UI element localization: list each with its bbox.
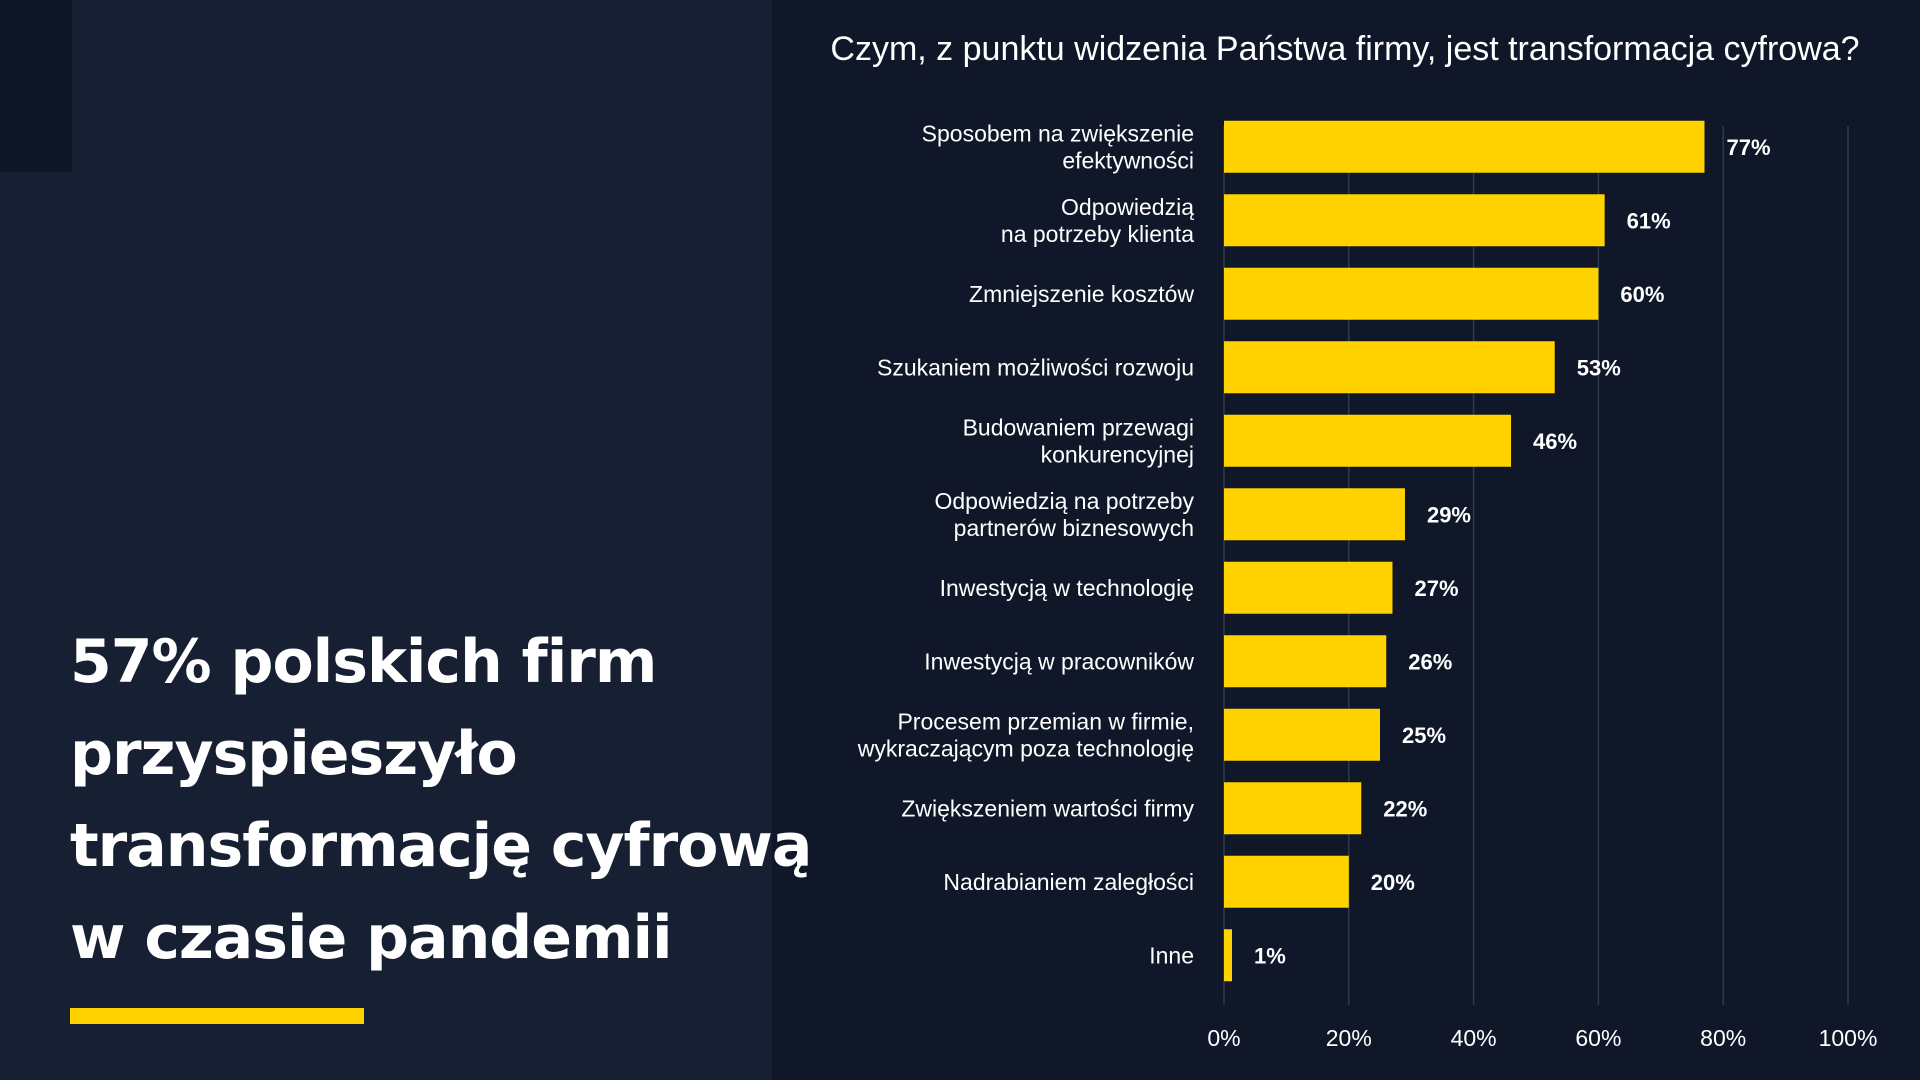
category-label-line: Budowaniem przewagi	[963, 414, 1194, 440]
bar	[1224, 194, 1605, 247]
value-label: 22%	[1383, 796, 1427, 821]
headline-line: w czasie pandemii	[70, 903, 673, 973]
category-label-line: Procesem przemian w firmie,	[897, 708, 1194, 734]
category-label-line: Inne	[1149, 942, 1194, 968]
bar	[1224, 855, 1349, 908]
category-label-line: Szukaniem możliwości rozwoju	[877, 354, 1194, 380]
value-label: 29%	[1427, 502, 1471, 527]
category-label: Odpowiedzią na potrzeby partnerów bizneso…	[934, 488, 1194, 541]
value-label: 25%	[1402, 723, 1446, 748]
x-tick-label: 60%	[1575, 1025, 1621, 1051]
category-label: Zwiększeniem wartości firmy	[901, 795, 1194, 821]
x-tick-label: 40%	[1451, 1025, 1497, 1051]
value-label: 1%	[1254, 943, 1286, 968]
chart-title: Czym, z punktu widzenia Państwa firmy, j…	[830, 30, 1860, 68]
category-label-line: Sposobem na zwiększenie	[922, 120, 1194, 146]
bar	[1224, 488, 1405, 541]
category-label-line: partnerów biznesowych	[954, 515, 1194, 541]
category-label: Odpowiedzią na potrzeby klienta	[1001, 194, 1194, 247]
value-label: 46%	[1533, 429, 1577, 454]
category-label-line: Zwiększeniem wartości firmy	[901, 795, 1194, 821]
category-label: Zmniejszenie kosztów	[969, 281, 1194, 307]
category-label-line: wykraczającym poza technologię	[857, 735, 1194, 761]
category-label-line: konkurencyjnej	[1041, 441, 1194, 467]
bar-chart: Sposobem na zwiększenie efektywności Odpow…	[857, 120, 1878, 1051]
value-label: 61%	[1627, 208, 1671, 233]
bar	[1224, 341, 1555, 394]
category-label: Budowaniem przewagi konkurencyjnej	[963, 414, 1194, 467]
bar	[1224, 929, 1232, 982]
x-axis-ticks: 0% 20% 40% 60% 80% 100%	[1207, 1025, 1877, 1051]
value-label: 53%	[1577, 355, 1621, 380]
category-label-line: Inwestycją w technologię	[940, 575, 1194, 601]
bar	[1224, 120, 1705, 173]
category-label: Procesem przemian w firmie, wykraczającym…	[857, 708, 1194, 761]
value-label: 20%	[1371, 870, 1415, 895]
x-tick-label: 0%	[1207, 1025, 1240, 1051]
category-label: Sposobem na zwiększenie efektywności	[922, 120, 1194, 173]
headline-line: transformację cyfrową	[70, 811, 812, 881]
bar	[1224, 635, 1387, 688]
bars	[1224, 120, 1705, 982]
bar	[1224, 414, 1512, 467]
x-tick-label: 20%	[1326, 1025, 1372, 1051]
x-tick-label: 80%	[1700, 1025, 1746, 1051]
category-label-line: efektywności	[1062, 147, 1194, 173]
category-label-line: Odpowiedzią	[1061, 194, 1194, 220]
category-label-line: Inwestycją w pracowników	[924, 648, 1194, 674]
category-label: Inne	[1149, 942, 1194, 968]
value-label: 60%	[1620, 282, 1664, 307]
category-label: Inwestycją w technologię	[940, 575, 1194, 601]
bar	[1224, 708, 1380, 761]
category-label-line: Nadrabianiem zaległości	[943, 869, 1194, 895]
category-label: Inwestycją w pracowników	[924, 648, 1194, 674]
headline-line: przyspieszyło	[70, 719, 518, 789]
value-label: 27%	[1414, 576, 1458, 601]
value-label: 26%	[1408, 649, 1452, 674]
category-label: Nadrabianiem zaległości	[943, 869, 1194, 895]
bar	[1224, 782, 1362, 835]
x-tick-label: 100%	[1819, 1025, 1878, 1051]
category-label-line: na potrzeby klienta	[1001, 221, 1194, 247]
category-labels: Sposobem na zwiększenie efektywności Odpow…	[857, 120, 1195, 968]
category-label: Szukaniem możliwości rozwoju	[877, 354, 1194, 380]
category-label-line: Zmniejszenie kosztów	[969, 281, 1194, 307]
value-labels: 77% 61% 60% 53% 46% 29% 27% 26% 25% 22% 20% 1%	[1254, 135, 1771, 969]
category-label-line: Odpowiedzią na potrzeby	[934, 488, 1194, 514]
corner-decoration	[0, 0, 72, 172]
headline-line: 57% polskich firm	[70, 627, 657, 697]
bar	[1224, 267, 1599, 320]
headline: 57% polskich firm przyspieszyło transfor…	[70, 616, 812, 984]
value-label: 77%	[1726, 135, 1770, 160]
headline-accent-bar	[70, 1008, 364, 1024]
bar	[1224, 561, 1393, 614]
